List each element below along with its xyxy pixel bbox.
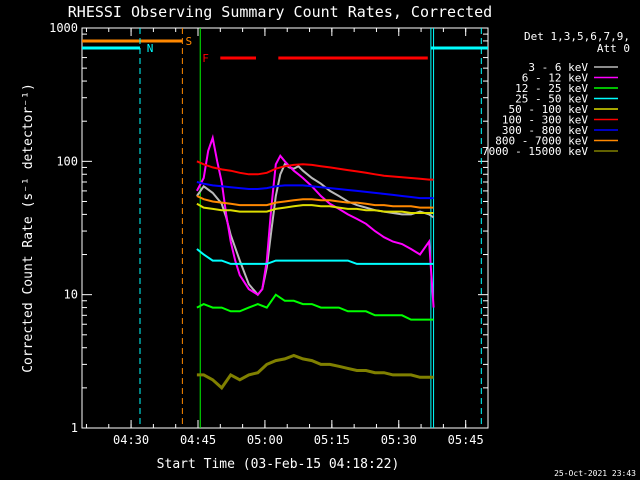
night-flag-label: N — [147, 42, 154, 55]
y-tick-label-2: 100 — [56, 154, 78, 168]
x-axis-label: Start Time (03-Feb-15 04:18:22) — [157, 457, 400, 472]
legend-entry-8: 7000 - 15000 keV — [482, 145, 588, 158]
legend-entry-6: 300 - 800 keV — [502, 124, 588, 137]
series-line-7 — [196, 195, 434, 209]
legend-subtitle: Att 0 — [597, 42, 630, 55]
series-line-4 — [196, 202, 434, 214]
x-tick-label-4: 05:30 — [381, 433, 417, 447]
legend-entry-5: 100 - 300 keV — [502, 114, 588, 127]
chart-title: RHESSI Observing Summary Count Rates, Co… — [68, 3, 492, 21]
y-axis-label: Corrected Count Rate (s⁻¹ detector⁻¹) — [21, 83, 36, 373]
x-tick-label-5: 05:45 — [448, 433, 484, 447]
footer-timestamp: 25-Oct-2021 23:43 — [554, 469, 636, 478]
y-tick-label-0: 1 — [71, 421, 78, 435]
x-tick-label-2: 05:00 — [247, 433, 283, 447]
x-tick-label-1: 04:45 — [180, 433, 216, 447]
legend-entry-1: 6 - 12 keV — [522, 72, 589, 85]
legend-entry-2: 12 - 25 keV — [515, 82, 588, 95]
plot-frame — [81, 27, 489, 429]
y-tick-label-1: 10 — [64, 288, 78, 302]
series-line-5 — [196, 160, 434, 181]
series-line-3 — [196, 248, 434, 265]
series-line-8 — [196, 353, 434, 391]
saa-flag-label: S — [186, 35, 193, 48]
flare-flag-label: F — [202, 52, 209, 65]
series-line-2 — [196, 293, 434, 321]
legend-entry-3: 25 - 50 keV — [515, 93, 588, 106]
plot-area: 1 10 100 1000 04:30 04:45 05:00 05:15 05:30 05:45… — [49, 21, 489, 447]
legend-title: Det 1,3,5,6,7,9, — [524, 30, 630, 43]
legend-entry-7: 800 - 7000 keV — [495, 135, 588, 148]
x-tick-label-3: 05:15 — [314, 433, 350, 447]
legend-entry-0: 3 - 6 keV — [528, 61, 588, 74]
x-tick-label-0: 04:30 — [113, 433, 149, 447]
series-line-6 — [196, 181, 434, 200]
y-tick-label-3: 1000 — [49, 21, 78, 35]
legend-entry-4: 50 - 100 keV — [509, 103, 589, 116]
